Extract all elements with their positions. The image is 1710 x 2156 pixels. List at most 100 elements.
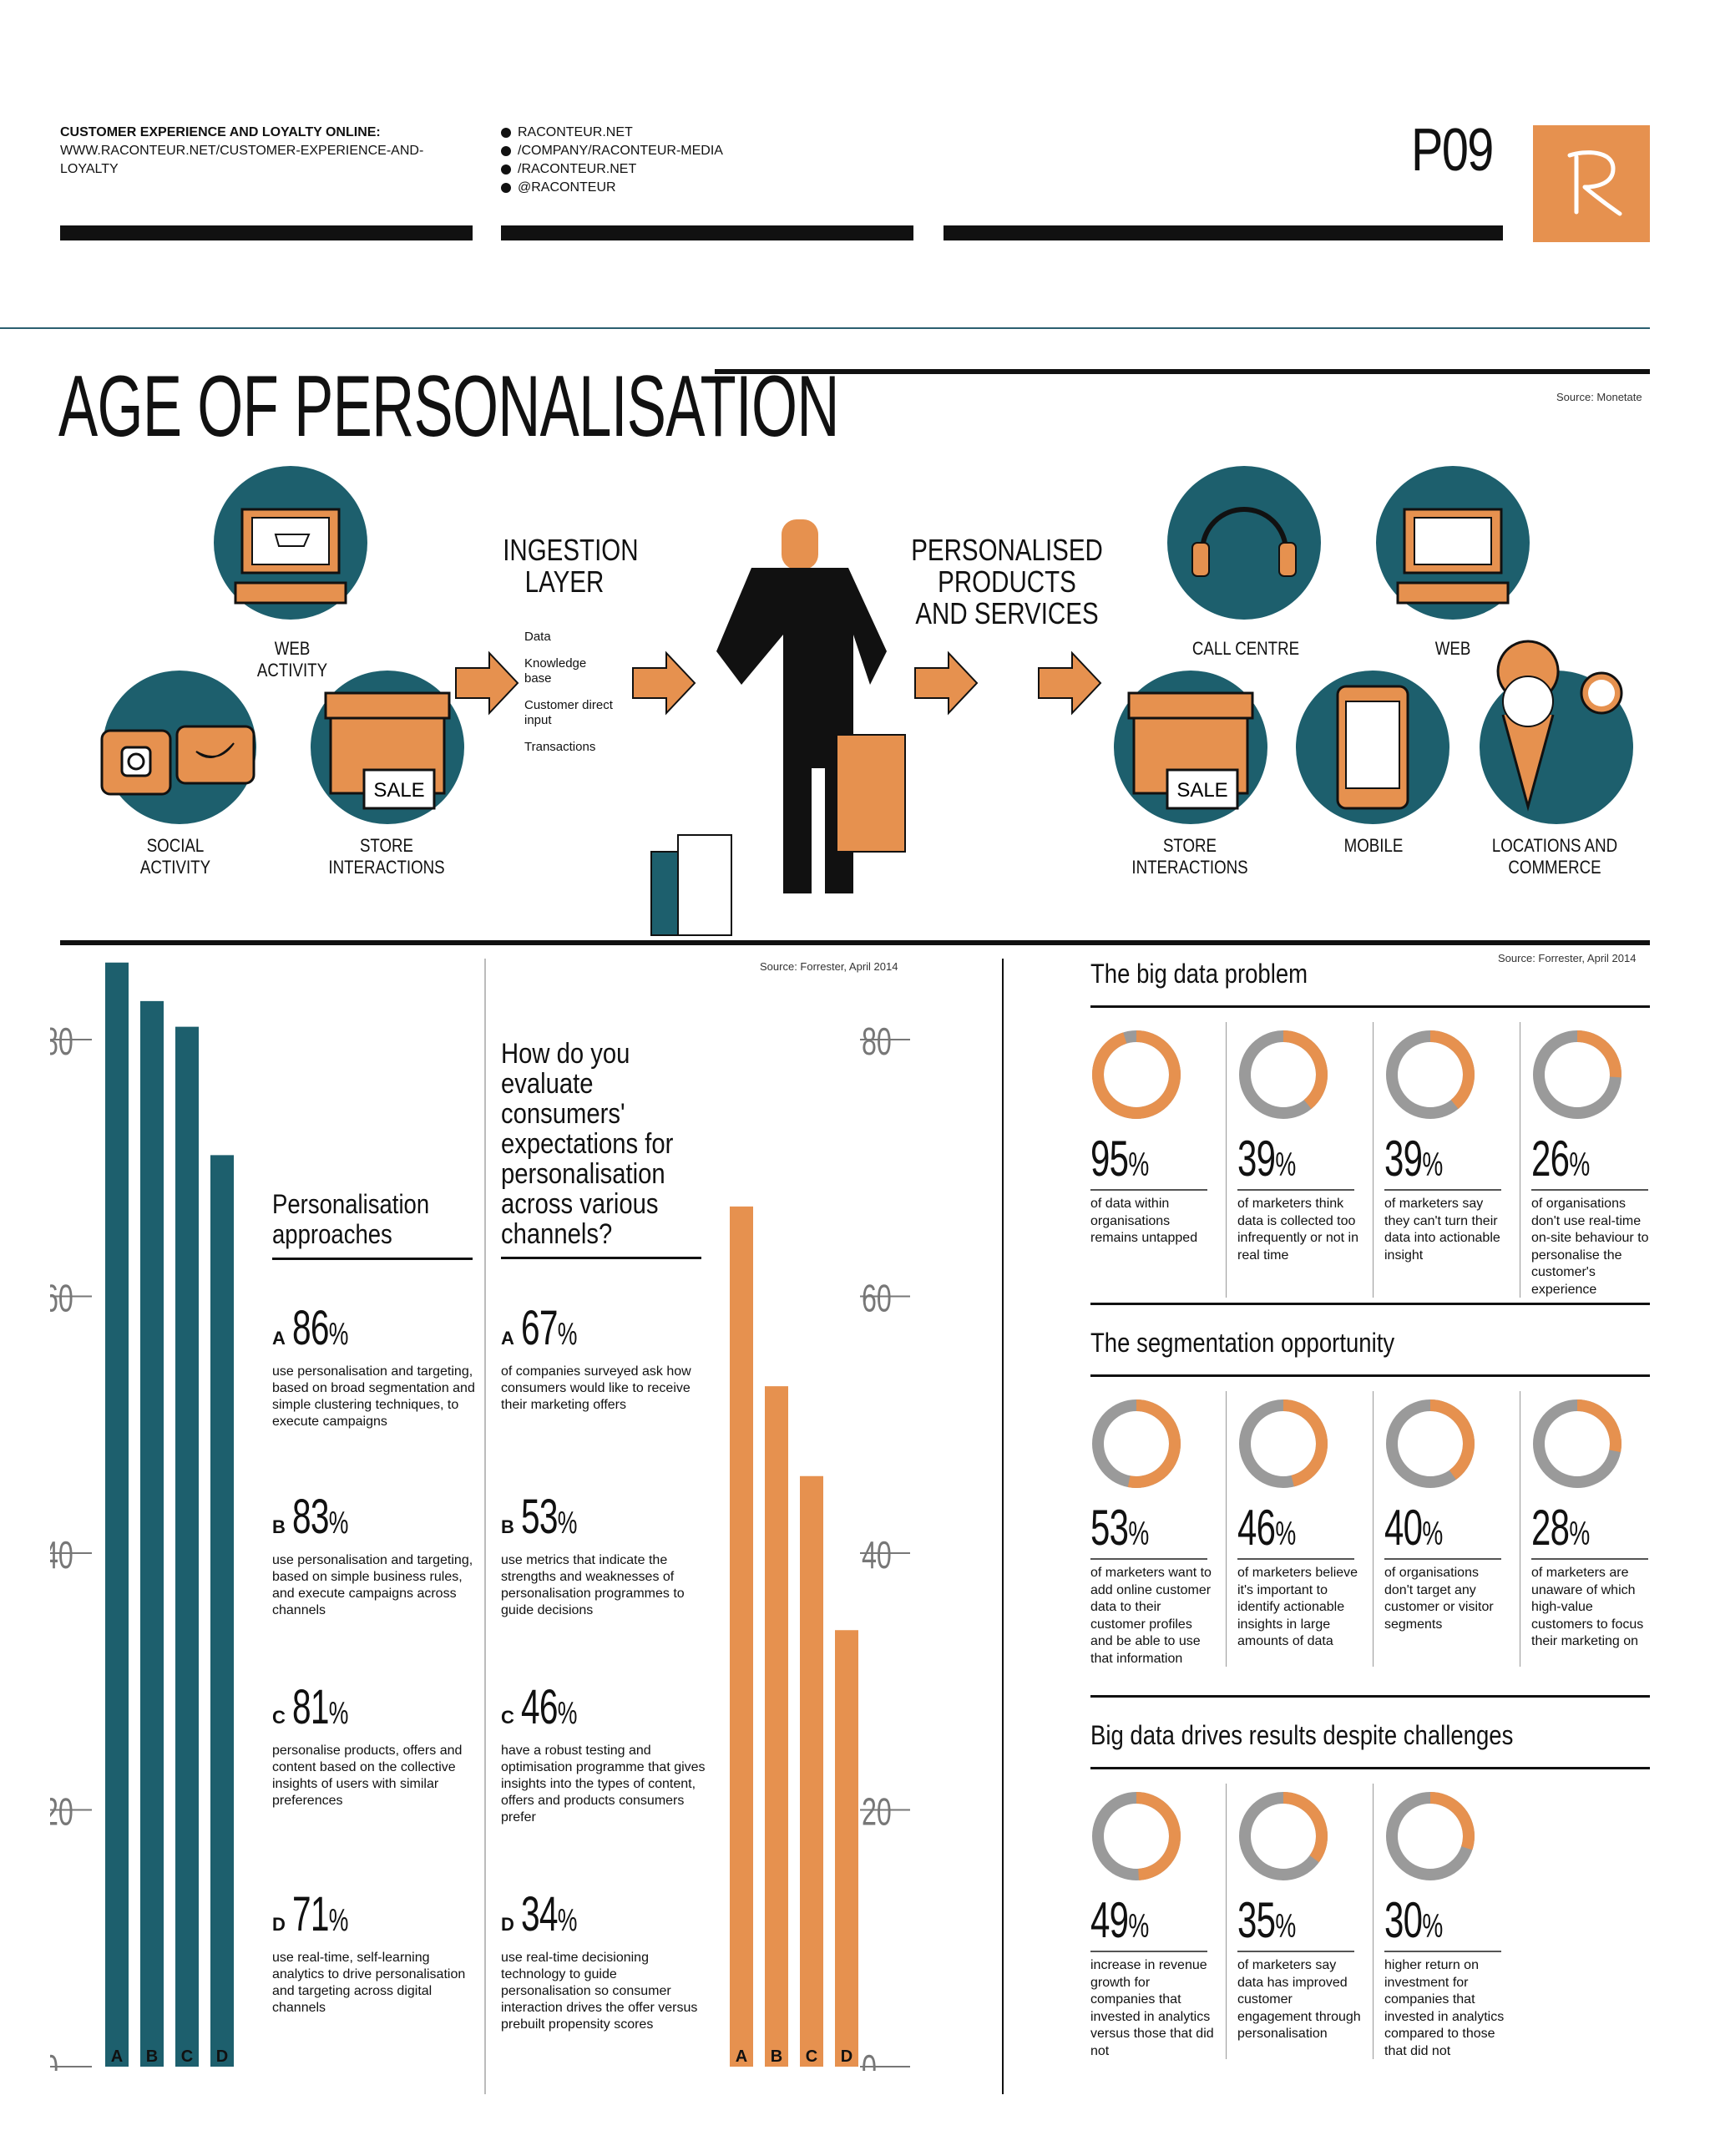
- raconteur-logo[interactable]: [1533, 125, 1650, 242]
- donut-underline: [1090, 1951, 1207, 1952]
- shopper-figure-icon: [650, 519, 906, 936]
- bar-C: [175, 1026, 199, 2067]
- donut-section-heading: The big data problem: [1090, 959, 1308, 989]
- stat-item: A 86% use personalisation and targeting, b…: [272, 1303, 481, 1430]
- bar-A: [730, 1206, 753, 2067]
- donut-value-arc: [1239, 1792, 1328, 1880]
- donut-chart: [1092, 1792, 1181, 1880]
- label-social-activity: SOCIAL ACTIVITY: [139, 835, 211, 878]
- stat-item: A 67% of companies surveyed ask how consum…: [501, 1303, 710, 1414]
- donut-percent: 35%: [1237, 1892, 1296, 1948]
- link-twitter[interactable]: @RACONTEUR: [518, 180, 616, 195]
- stat-description: use real-time decisioning technology to …: [501, 1951, 698, 2032]
- y-tick-label: 0: [862, 2047, 877, 2071]
- link-facebook[interactable]: /RACONTEUR.NET: [518, 162, 637, 176]
- donut-chart: [1239, 1030, 1328, 1119]
- stat-percent: 83%: [291, 1490, 348, 1544]
- header-url[interactable]: WWW.RACONTEUR.NET/CUSTOMER-EXPERIENCE-AN…: [60, 144, 424, 176]
- header-links: RACONTEUR.NET /COMPANY/RACONTEUR-MEDIA /…: [501, 124, 723, 197]
- link-website[interactable]: RACONTEUR.NET: [518, 125, 633, 139]
- store-interactions-icon: SALE: [311, 671, 464, 824]
- donut-percent: 40%: [1384, 1500, 1443, 1556]
- store-output-icon: SALE: [1114, 671, 1267, 824]
- bar-B: [765, 1386, 788, 2067]
- approaches-rule: [272, 1258, 473, 1260]
- donut-underline: [1090, 1558, 1207, 1560]
- y-tick-label: 80: [50, 1020, 73, 1063]
- facebook-icon: [501, 164, 511, 175]
- header-rule-1: [60, 225, 473, 240]
- donut-value-arc: [1092, 1792, 1181, 1880]
- y-tick-label: 20: [50, 1791, 73, 1834]
- donut-description: of organisations don't use real-time on-…: [1531, 1197, 1649, 1297]
- bar-label-B: B: [146, 2047, 158, 2066]
- label-store-output: STORE INTERACTIONS: [1131, 835, 1248, 878]
- donut-value-arc: [1239, 1030, 1328, 1119]
- donut-chart: [1533, 1030, 1621, 1119]
- donut-description: of marketers think data is collected too…: [1237, 1197, 1358, 1263]
- donut-underline: [1237, 1189, 1354, 1191]
- ingestion-item: Customer direct input: [524, 698, 613, 727]
- stat-percent: 86%: [291, 1301, 348, 1355]
- header-section-title: CUSTOMER EXPERIENCE AND LOYALTY ONLINE: …: [60, 124, 428, 179]
- donut-description: of data within organisations remains unt…: [1090, 1197, 1198, 1245]
- donut-section-bottom-rule: [1090, 1695, 1650, 1698]
- header-title: CUSTOMER EXPERIENCE AND LOYALTY ONLINE:: [60, 125, 381, 139]
- stat-description: use metrics that indicate the strengths …: [501, 1553, 685, 1617]
- donut-col-divider: [1373, 1784, 1374, 2059]
- title-rule: [715, 369, 1650, 374]
- page-number: P09: [1411, 117, 1494, 184]
- donut-chart: [1386, 1792, 1475, 1880]
- donut-percent: 46%: [1237, 1500, 1296, 1556]
- stat-percent: 71%: [291, 1887, 348, 1941]
- stat-item: D 34% use real-time decisioning technology…: [501, 1889, 710, 2033]
- bar-label-A: A: [111, 2047, 123, 2066]
- donut-percent: 26%: [1531, 1131, 1590, 1187]
- y-tick-label: 60: [50, 1278, 73, 1320]
- ingestion-list: Data Knowledge base Customer direct inpu…: [524, 630, 616, 767]
- bar-A: [105, 962, 129, 2067]
- web-output-icon: [1376, 466, 1530, 620]
- logo-r-icon: [1567, 150, 1622, 216]
- donut-chart: [1386, 1030, 1475, 1119]
- donut-description: of marketers want to add online customer…: [1090, 1566, 1212, 1666]
- donut-percent: 30%: [1384, 1892, 1443, 1948]
- stat-percent: 67%: [520, 1301, 577, 1355]
- bar-C: [800, 1475, 823, 2067]
- donut-value-arc: [1386, 1792, 1475, 1880]
- donut-col-divider: [1226, 1391, 1227, 1667]
- donut-value-arc: [1533, 1399, 1621, 1488]
- header-rule-3: [944, 225, 1503, 240]
- ingestion-title: INGESTION LAYER: [503, 533, 639, 599]
- stat-letter: A: [272, 1328, 286, 1349]
- donut-section-heading: Big data drives results despite challeng…: [1090, 1720, 1514, 1750]
- stat-percent: 34%: [520, 1887, 577, 1941]
- donut-underline: [1384, 1189, 1501, 1191]
- stat-item: B 83% use personalisation and targeting, b…: [272, 1491, 481, 1619]
- link-linkedin[interactable]: /COMPANY/RACONTEUR-MEDIA: [518, 144, 723, 158]
- donut-underline: [1384, 1558, 1501, 1560]
- ingestion-item: Knowledge base: [524, 656, 587, 686]
- column-divider-1: [484, 959, 486, 2094]
- bar-D: [835, 1630, 858, 2067]
- stat-letter: C: [501, 1707, 514, 1728]
- bar-D: [210, 1155, 234, 2067]
- stat-letter: D: [272, 1914, 286, 1935]
- approaches-heading: Personalisation approaches: [272, 1189, 430, 1249]
- donut-value-arc: [1092, 1030, 1181, 1119]
- stat-description: use real-time, self-learning analytics t…: [272, 1951, 466, 2015]
- y-tick-label: 80: [862, 1020, 892, 1063]
- donut-chart: [1239, 1399, 1328, 1488]
- bar-label-D: D: [841, 2047, 852, 2066]
- stat-percent: 46%: [520, 1680, 577, 1734]
- evaluate-rule: [501, 1257, 701, 1259]
- stat-item: C 81% personalise products, offers and con…: [272, 1682, 481, 1809]
- donut-underline: [1531, 1189, 1648, 1191]
- donut-section-rule: [1090, 1005, 1650, 1008]
- donut-chart: [1239, 1792, 1328, 1880]
- stat-letter: B: [501, 1516, 514, 1537]
- donut-value-arc: [1533, 1030, 1621, 1119]
- donut-underline: [1531, 1558, 1648, 1560]
- label-call-centre: CALL CENTRE: [1191, 638, 1300, 659]
- donut-chart: [1533, 1399, 1621, 1488]
